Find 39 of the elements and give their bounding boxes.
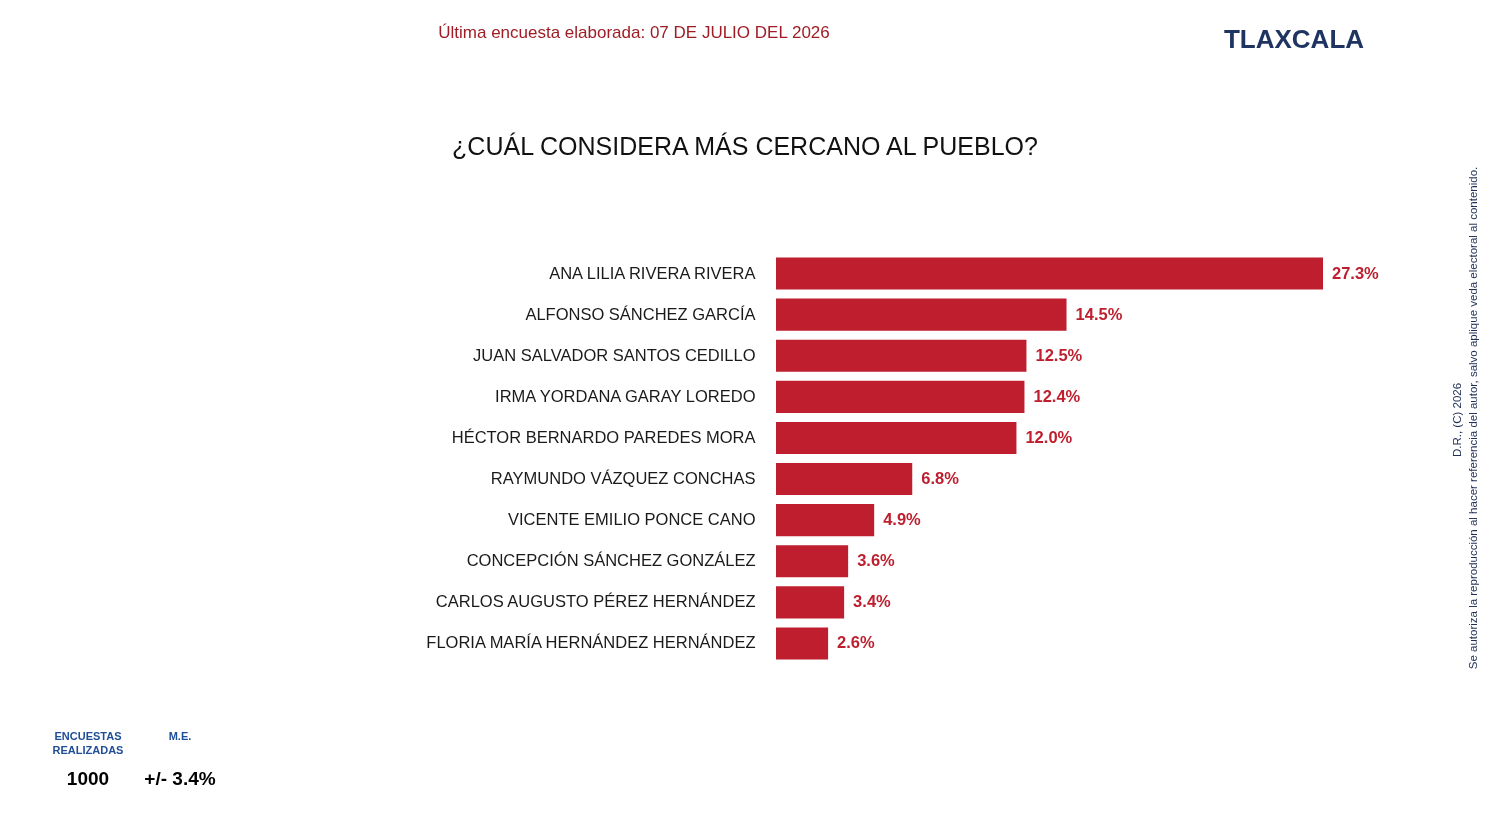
y-tick-label: HÉCTOR BERNARDO PAREDES MORA <box>451 427 756 446</box>
text: TLAXCALA <box>1223 24 1365 54</box>
y-tick-label: VICENTE EMILIO PONCE CANO <box>507 510 756 529</box>
bar <box>776 339 1027 372</box>
bar <box>776 627 829 660</box>
data-label: 12.5% <box>1035 345 1083 364</box>
y-tick-label: CARLOS AUGUSTO PÉREZ HERNÁNDEZ <box>435 592 756 611</box>
bar <box>776 545 849 578</box>
y-tick-label: JUAN SALVADOR SANTOS CEDILLO <box>473 345 756 364</box>
data-label: 6.8% <box>921 469 960 488</box>
text: D.R., (C) 2026 <box>1451 382 1463 458</box>
text: M.E. <box>168 730 192 742</box>
bar <box>776 463 913 496</box>
bar <box>776 298 1067 331</box>
data-label: 27.3% <box>1332 263 1380 282</box>
y-tick-label: IRMA YORDANA GARAY LOREDO <box>495 386 756 405</box>
bar <box>776 504 875 537</box>
bar <box>776 586 845 619</box>
y-tick-label: FLORIA MARÍA HERNÁNDEZ HERNÁNDEZ <box>426 633 756 652</box>
data-label: 3.4% <box>853 592 892 611</box>
text: 1000 <box>66 768 110 789</box>
bar <box>776 380 1025 413</box>
data-label: 4.9% <box>883 510 922 529</box>
data-label: 12.0% <box>1025 427 1073 446</box>
text: Última encuesta elaborada: 07 DE JULIO DEL 2026 <box>438 23 830 42</box>
text: ENCUESTAS REALIZADAS <box>52 730 124 756</box>
data-label: 3.6% <box>857 551 896 570</box>
y-tick-label: RAYMUNDO VÁZQUEZ CONCHAS <box>490 469 756 488</box>
bar <box>776 421 1017 454</box>
data-label: 2.6% <box>837 633 876 652</box>
chart-title: ¿CUÁL CONSIDERA MÁS CERCANO AL PUEBLO? <box>452 132 1038 160</box>
data-label: 12.4% <box>1033 386 1081 405</box>
y-tick-label: ALFONSO SÁNCHEZ GARCÍA <box>525 304 756 323</box>
y-tick-label: ANA LILIA RIVERA RIVERA <box>549 263 756 282</box>
text: Se autoriza la reproducción al hacer referencia del autor, salvo aplique veda electoral al contenido. <box>1467 166 1479 670</box>
text: +/- 3.4% <box>144 768 216 789</box>
bar <box>776 257 1323 290</box>
data-label: 14.5% <box>1075 304 1123 323</box>
y-tick-label: CONCEPCIÓN SÁNCHEZ GONZÁLEZ <box>466 551 756 570</box>
